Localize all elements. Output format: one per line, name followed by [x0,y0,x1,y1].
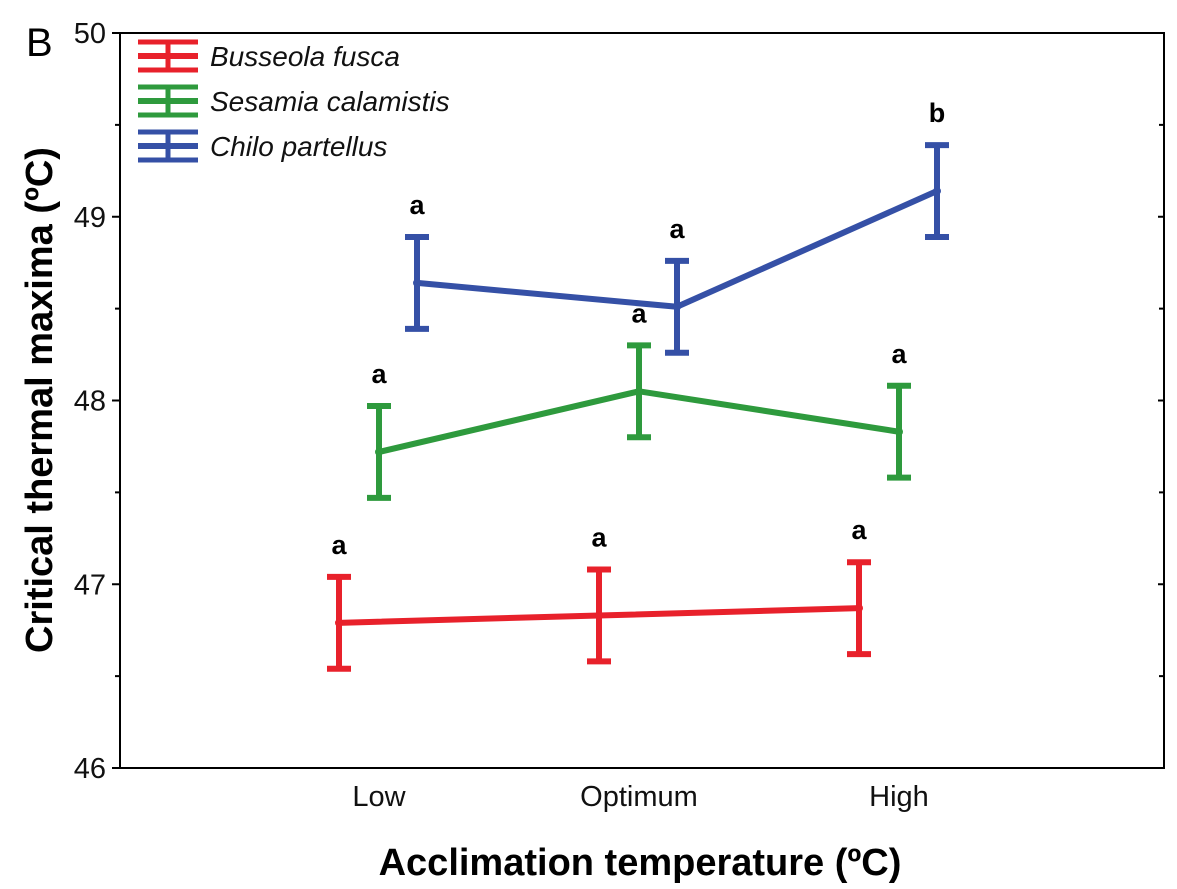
significance-label: a [591,523,607,553]
significance-label: a [331,530,347,560]
data-point [673,302,681,311]
y-tick-label: 47 [74,569,106,601]
x-axis-ticks: Low Optimum High [352,781,928,813]
y-axis-ticks: 46 47 48 49 50 [74,18,1164,785]
data-point [933,187,941,196]
legend-label: Sesamia calamistis [210,86,450,117]
y-tick-label: 48 [74,386,106,418]
data-point [895,427,903,436]
panel-label: B [26,21,53,65]
y-tick-label: 49 [74,202,106,234]
legend-label: Busseola fusca [210,41,400,72]
y-axis-title: Critical thermal maxima (ºC) [19,147,61,653]
data-point [375,447,383,456]
significance-label: b [929,98,946,128]
y-tick-label: 46 [74,753,106,785]
legend-item: Sesamia calamistis [138,84,450,118]
data-point [635,387,643,396]
x-tick-label-high: High [869,781,929,813]
x-axis-title: Acclimation temperature (ºC) [379,842,902,884]
y-tick-label: 50 [74,18,106,50]
significance-label: a [409,190,425,220]
legend-item: Busseola fusca [138,39,400,73]
legend: Busseola fusca Sesamia calamistis Chilo pa… [138,39,450,163]
data-point [413,278,421,287]
significance-label: a [669,214,685,244]
data-point [595,611,603,620]
significance-label: a [851,515,867,545]
series-chilo-partellus: a a b [405,98,949,356]
legend-label: Chilo partellus [210,131,387,162]
legend-item: Chilo partellus [138,129,387,163]
x-tick-label-optimum: Optimum [580,781,698,813]
significance-label: a [891,339,907,369]
significance-label: a [371,359,387,389]
data-point [855,604,863,613]
data-point [335,618,343,627]
x-tick-label-low: Low [352,781,406,813]
series-sesamia-calamistis: aaa [367,298,911,501]
